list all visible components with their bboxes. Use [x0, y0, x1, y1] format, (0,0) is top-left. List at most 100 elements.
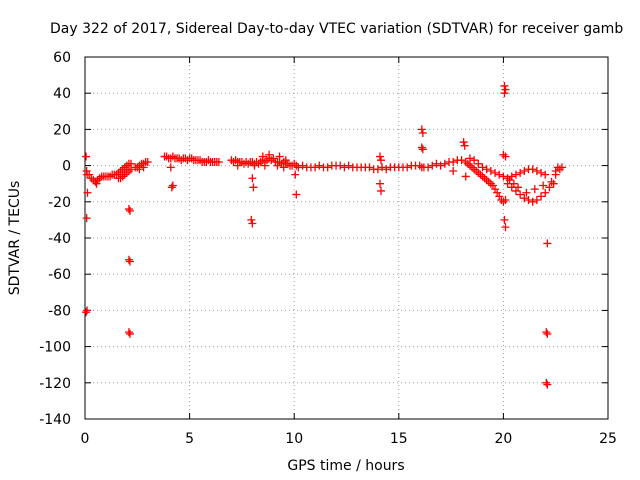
data-point: [541, 170, 550, 179]
data-point: [135, 165, 144, 174]
data-point: [365, 163, 374, 172]
data-point: [106, 172, 115, 181]
data-point: [549, 179, 558, 188]
data-point: [478, 172, 487, 181]
data-point: [275, 152, 284, 161]
data-point: [290, 159, 299, 168]
data-point: [524, 195, 533, 204]
y-tick-label: -120: [39, 376, 71, 392]
data-point: [461, 172, 470, 181]
data-point: [168, 181, 177, 190]
data-point: [543, 239, 552, 248]
data-point: [417, 125, 426, 134]
data-point: [168, 152, 177, 161]
data-point: [528, 165, 537, 174]
data-point: [340, 163, 349, 172]
data-point: [82, 152, 91, 161]
data-point: [273, 161, 282, 170]
data-point: [495, 192, 504, 201]
data-point: [112, 170, 121, 179]
data-point: [541, 188, 550, 197]
data-point: [528, 197, 537, 206]
data-point: [378, 163, 387, 172]
x-tick-label: 5: [185, 431, 194, 447]
data-point: [249, 183, 258, 192]
data-point: [258, 152, 267, 161]
data-point: [511, 186, 520, 195]
data-point: [520, 194, 529, 203]
data-point: [495, 170, 504, 179]
chart-title: Day 322 of 2017, Sidereal Day-to-day VTE…: [50, 21, 623, 37]
data-point: [520, 167, 529, 176]
y-axis-label: SDTVAR / TECUs: [7, 181, 23, 296]
data-point: [124, 255, 133, 264]
data-point: [336, 161, 345, 170]
data-point: [500, 89, 509, 98]
data-point: [514, 183, 523, 192]
data-point: [125, 257, 134, 266]
data-point: [122, 161, 131, 170]
data-point: [461, 157, 470, 166]
x-tick-label: 0: [81, 431, 90, 447]
data-point: [547, 177, 556, 186]
data-point: [116, 167, 125, 176]
y-tick-label: -140: [39, 412, 71, 428]
data-point: [214, 157, 223, 166]
data-point: [463, 159, 472, 168]
data-point: [116, 174, 125, 183]
data-point: [248, 174, 257, 183]
data-point: [530, 185, 539, 194]
data-point: [516, 168, 525, 177]
data-point: [250, 161, 259, 170]
data-point: [545, 183, 554, 192]
data-point: [279, 163, 288, 172]
data-point: [265, 150, 274, 159]
y-tick-label: 0: [62, 159, 71, 175]
data-point: [501, 195, 510, 204]
data-point: [543, 329, 552, 338]
data-point: [82, 308, 91, 317]
data-point: [233, 161, 242, 170]
data-point: [486, 167, 495, 176]
data-point: [460, 141, 469, 150]
axis-ticks: -140 -120 -100 -80 -60 -40 -20 0 20 40 60 0 5 10 15 20 2…: [39, 50, 617, 447]
data-point: [375, 179, 384, 188]
data-point: [532, 167, 541, 176]
data-point: [415, 161, 424, 170]
data-point: [537, 168, 546, 177]
data-point: [120, 163, 129, 172]
data-point: [499, 150, 508, 159]
data-point: [537, 192, 546, 201]
data-point: [551, 167, 560, 176]
data-point: [516, 190, 525, 199]
data-point: [428, 161, 437, 170]
data-point: [118, 172, 127, 181]
y-tick-label: -100: [39, 340, 71, 356]
data-point: [432, 159, 441, 168]
x-tick-label: 25: [599, 431, 617, 447]
data-point: [83, 188, 92, 197]
data-point: [491, 185, 500, 194]
data-point: [418, 129, 427, 138]
data-point: [83, 306, 92, 315]
data-point: [122, 168, 131, 177]
x-axis-label: GPS time / hours: [287, 458, 404, 474]
data-point: [501, 85, 510, 94]
data-point: [124, 328, 133, 337]
data-point: [436, 161, 445, 170]
y-tick-label: 20: [53, 122, 71, 138]
data-point: [124, 205, 133, 214]
y-tick-label: -80: [48, 303, 71, 319]
data-point: [87, 174, 96, 183]
data-point: [125, 206, 134, 215]
x-tick-label: 10: [285, 431, 303, 447]
data-point: [118, 165, 127, 174]
data-points: [82, 81, 566, 389]
data-point: [231, 156, 240, 165]
data-point: [468, 163, 477, 172]
data-point: [501, 152, 510, 161]
data-point: [539, 181, 548, 190]
data-point: [543, 380, 552, 389]
data-point: [196, 156, 205, 165]
data-point: [542, 378, 551, 387]
